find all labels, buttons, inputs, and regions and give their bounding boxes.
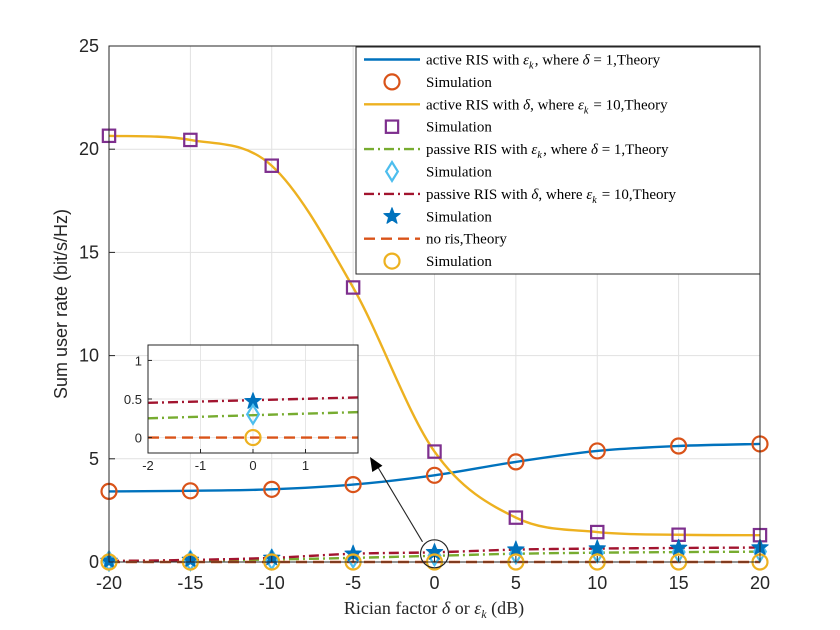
inset-zoom: -2 -1 0 1 0 0.5 1 [124, 344, 359, 473]
x-tick-label: 0 [429, 573, 439, 593]
data-point-activeEpsSim [181, 482, 199, 500]
legend-entry-passiveDeltaSim: Simulation [383, 207, 492, 225]
x-tick-label: -5 [345, 573, 361, 593]
legend-entry-activeEps: active RIS with εk , where δ = 1,Theory [364, 53, 661, 72]
y-tick-label: 0 [89, 552, 99, 572]
legend-marker-activeEpsSim [383, 73, 401, 91]
legend-entry-passiveEps: passive RIS with εk , where δ = 1,Theory [364, 142, 669, 161]
x-tick-label: 20 [750, 573, 770, 593]
y-tick-label: 25 [79, 36, 99, 56]
legend-label-activeEps: active RIS with εk , where δ = 1,Theory [426, 53, 661, 72]
inset-x-tick-label: -1 [195, 458, 207, 473]
inset-y-tick-label: 0 [135, 431, 142, 446]
x-tick-label: -10 [259, 573, 285, 593]
legend: active RIS with εk , where δ = 1,Theory S… [355, 46, 761, 275]
inset-line-passiveEps [147, 410, 359, 420]
inset-y-tick-label: 0.5 [124, 392, 142, 407]
x-tick-label: 15 [669, 573, 689, 593]
x-tick-label: -15 [177, 573, 203, 593]
inset-point-noRisSim [244, 428, 262, 447]
legend-label-activeDeltaSim: Simulation [426, 120, 492, 136]
legend-label-passiveDeltaSim: Simulation [426, 209, 492, 225]
legend-marker-noRisSim [383, 252, 401, 270]
data-point-activeDeltaSim [264, 158, 280, 173]
inset-x-tick-label: -2 [142, 458, 154, 473]
data-point-passiveDeltaSim [588, 539, 606, 557]
y-tick-label: 10 [79, 346, 99, 366]
legend-entry-noRisSim: Simulation [383, 252, 492, 270]
y-tick-label: 20 [79, 139, 99, 159]
x-axis-label: Rician factor δ or εk (dB) [344, 598, 524, 621]
data-point-passiveDeltaSim [425, 543, 444, 560]
data-point-activeDeltaSim [508, 510, 524, 525]
data-point-passiveDeltaSim [669, 538, 688, 556]
data-point-activeEpsSim [507, 453, 525, 471]
legend-label-activeDelta: active RIS with δ, where εk = 10,Theory [426, 97, 668, 116]
data-point-activeEpsSim [588, 442, 606, 460]
data-point-activeDeltaSim [183, 132, 198, 148]
y-tick-label: 5 [89, 449, 99, 469]
legend-entry-activeDelta: active RIS with δ, where εk = 10,Theory [364, 97, 668, 116]
zoom-circle [419, 539, 450, 569]
legend-label-noRis: no ris,Theory [426, 232, 507, 248]
inset-x-tick-label: 1 [302, 458, 309, 473]
data-point-activeDeltaSim [427, 444, 442, 459]
data-point-activeEpsSim [263, 480, 281, 498]
data-point-activeEpsSim [344, 476, 362, 494]
legend-entry-passiveEpsSim: Simulation [384, 160, 492, 183]
zoom-annotation [370, 457, 450, 569]
inset-point-passiveEpsSim [245, 402, 261, 426]
legend-entry-activeEpsSim: Simulation [383, 73, 492, 91]
x-tick-label: -20 [96, 573, 122, 593]
series-line-activeEps [108, 442, 761, 493]
legend-marker-passiveDeltaSim [383, 207, 401, 224]
zoom-arrow-head [370, 457, 383, 473]
data-point-activeDeltaSim [345, 280, 361, 295]
zoom-arrow-line [375, 463, 423, 543]
data-point-activeEpsSim [670, 437, 688, 455]
legend-label-activeEpsSim: Simulation [426, 75, 492, 91]
legend-marker-activeDeltaSim [384, 119, 400, 134]
data-point-passiveDeltaSim [507, 540, 525, 558]
legend-label-passiveDelta: passive RIS with δ, where εk = 10,Theory [426, 187, 676, 206]
y-tick-label: 15 [79, 242, 99, 262]
legend-entry-activeDeltaSim: Simulation [384, 119, 492, 136]
legend-entry-passiveDelta: passive RIS with δ, where εk = 10,Theory [364, 187, 676, 206]
inset-x-tick-label: 0 [249, 458, 256, 473]
legend-box [355, 46, 761, 275]
legend-label-passiveEps: passive RIS with εk , where δ = 1,Theory [426, 142, 669, 161]
series-line-activeDelta [108, 134, 761, 537]
legend-label-passiveEpsSim: Simulation [426, 165, 492, 181]
x-tick-label: 10 [587, 573, 607, 593]
y-axis-label: Sum user rate (bit/s/Hz) [51, 209, 71, 399]
inset-y-tick-label: 1 [135, 353, 142, 368]
legend-label-noRisSim: Simulation [426, 254, 492, 270]
legend-entry-noRis: no ris,Theory [364, 232, 507, 248]
legend-marker-passiveEpsSim [384, 160, 400, 183]
data-point-activeEpsSim [425, 466, 444, 484]
x-tick-label: 5 [511, 573, 521, 593]
data-point-activeDeltaSim [589, 524, 605, 540]
